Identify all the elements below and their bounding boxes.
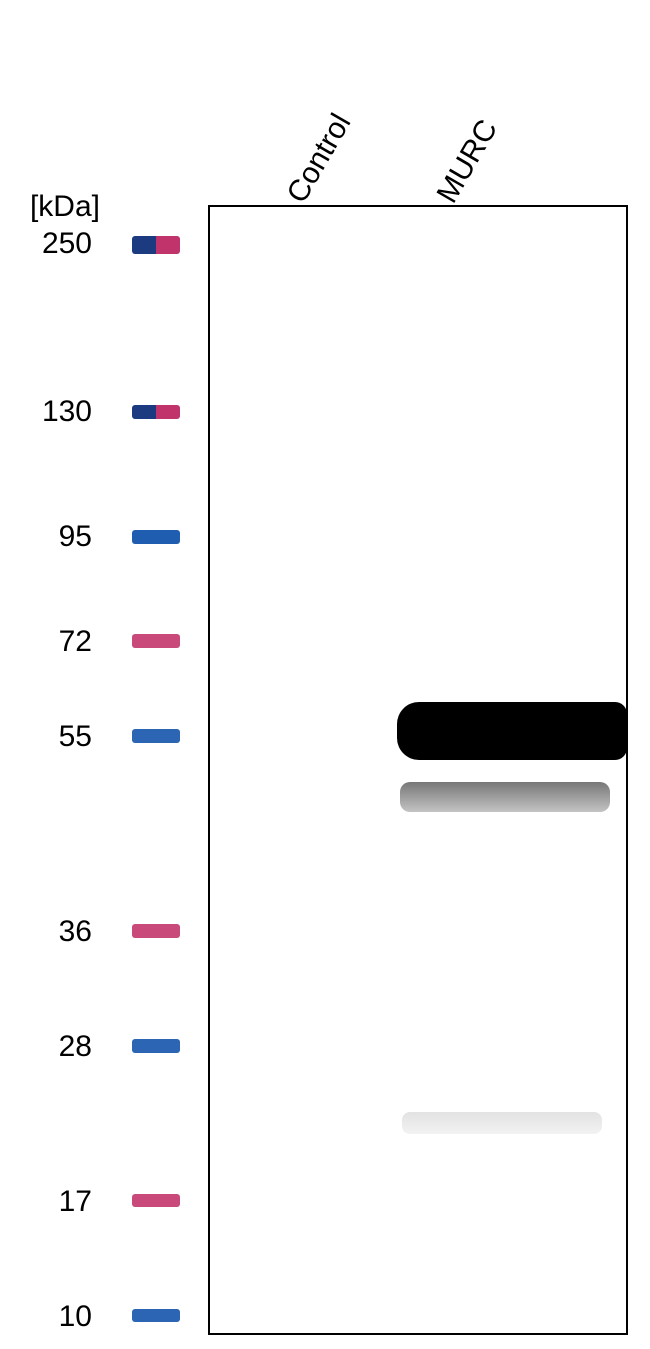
ytick-17: 17 [48, 1185, 92, 1219]
ladder-band-28 [132, 1039, 180, 1053]
murc-band-main [397, 702, 627, 760]
ytick-55: 55 [48, 720, 92, 754]
ladder-band-10 [132, 1309, 180, 1322]
murc-band-secondary [400, 782, 610, 812]
ytick-36: 36 [48, 915, 92, 949]
ytick-72: 72 [48, 625, 92, 659]
ladder-band-130 [132, 405, 180, 419]
lane-label-control: Control [281, 108, 359, 209]
ladder-band-95 [132, 530, 180, 544]
unit-label: [kDa] [12, 190, 100, 224]
ladder-band-36 [132, 924, 180, 938]
blot-box [208, 205, 628, 1335]
murc-band-faint-low [402, 1112, 602, 1134]
ytick-130: 130 [32, 395, 92, 429]
ytick-95: 95 [48, 520, 92, 554]
western-blot-figure: [kDa] 250 130 95 72 55 36 28 17 10 Contr… [0, 0, 650, 1349]
ytick-28: 28 [48, 1030, 92, 1064]
ytick-250: 250 [32, 227, 92, 261]
ladder-band-72 [132, 634, 180, 648]
ladder-band-250 [132, 236, 180, 254]
lane-label-murc: MURC [431, 114, 505, 209]
ytick-10: 10 [48, 1300, 92, 1334]
ladder-band-55 [132, 729, 180, 743]
ladder-band-17 [132, 1194, 180, 1207]
